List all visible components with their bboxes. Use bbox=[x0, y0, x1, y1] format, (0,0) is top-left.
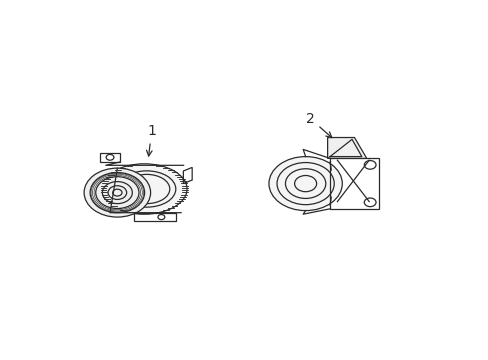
Circle shape bbox=[268, 157, 342, 211]
Polygon shape bbox=[327, 138, 366, 158]
Text: 1: 1 bbox=[146, 125, 156, 156]
Ellipse shape bbox=[101, 164, 186, 214]
Text: 2: 2 bbox=[305, 112, 331, 138]
Circle shape bbox=[84, 168, 150, 217]
